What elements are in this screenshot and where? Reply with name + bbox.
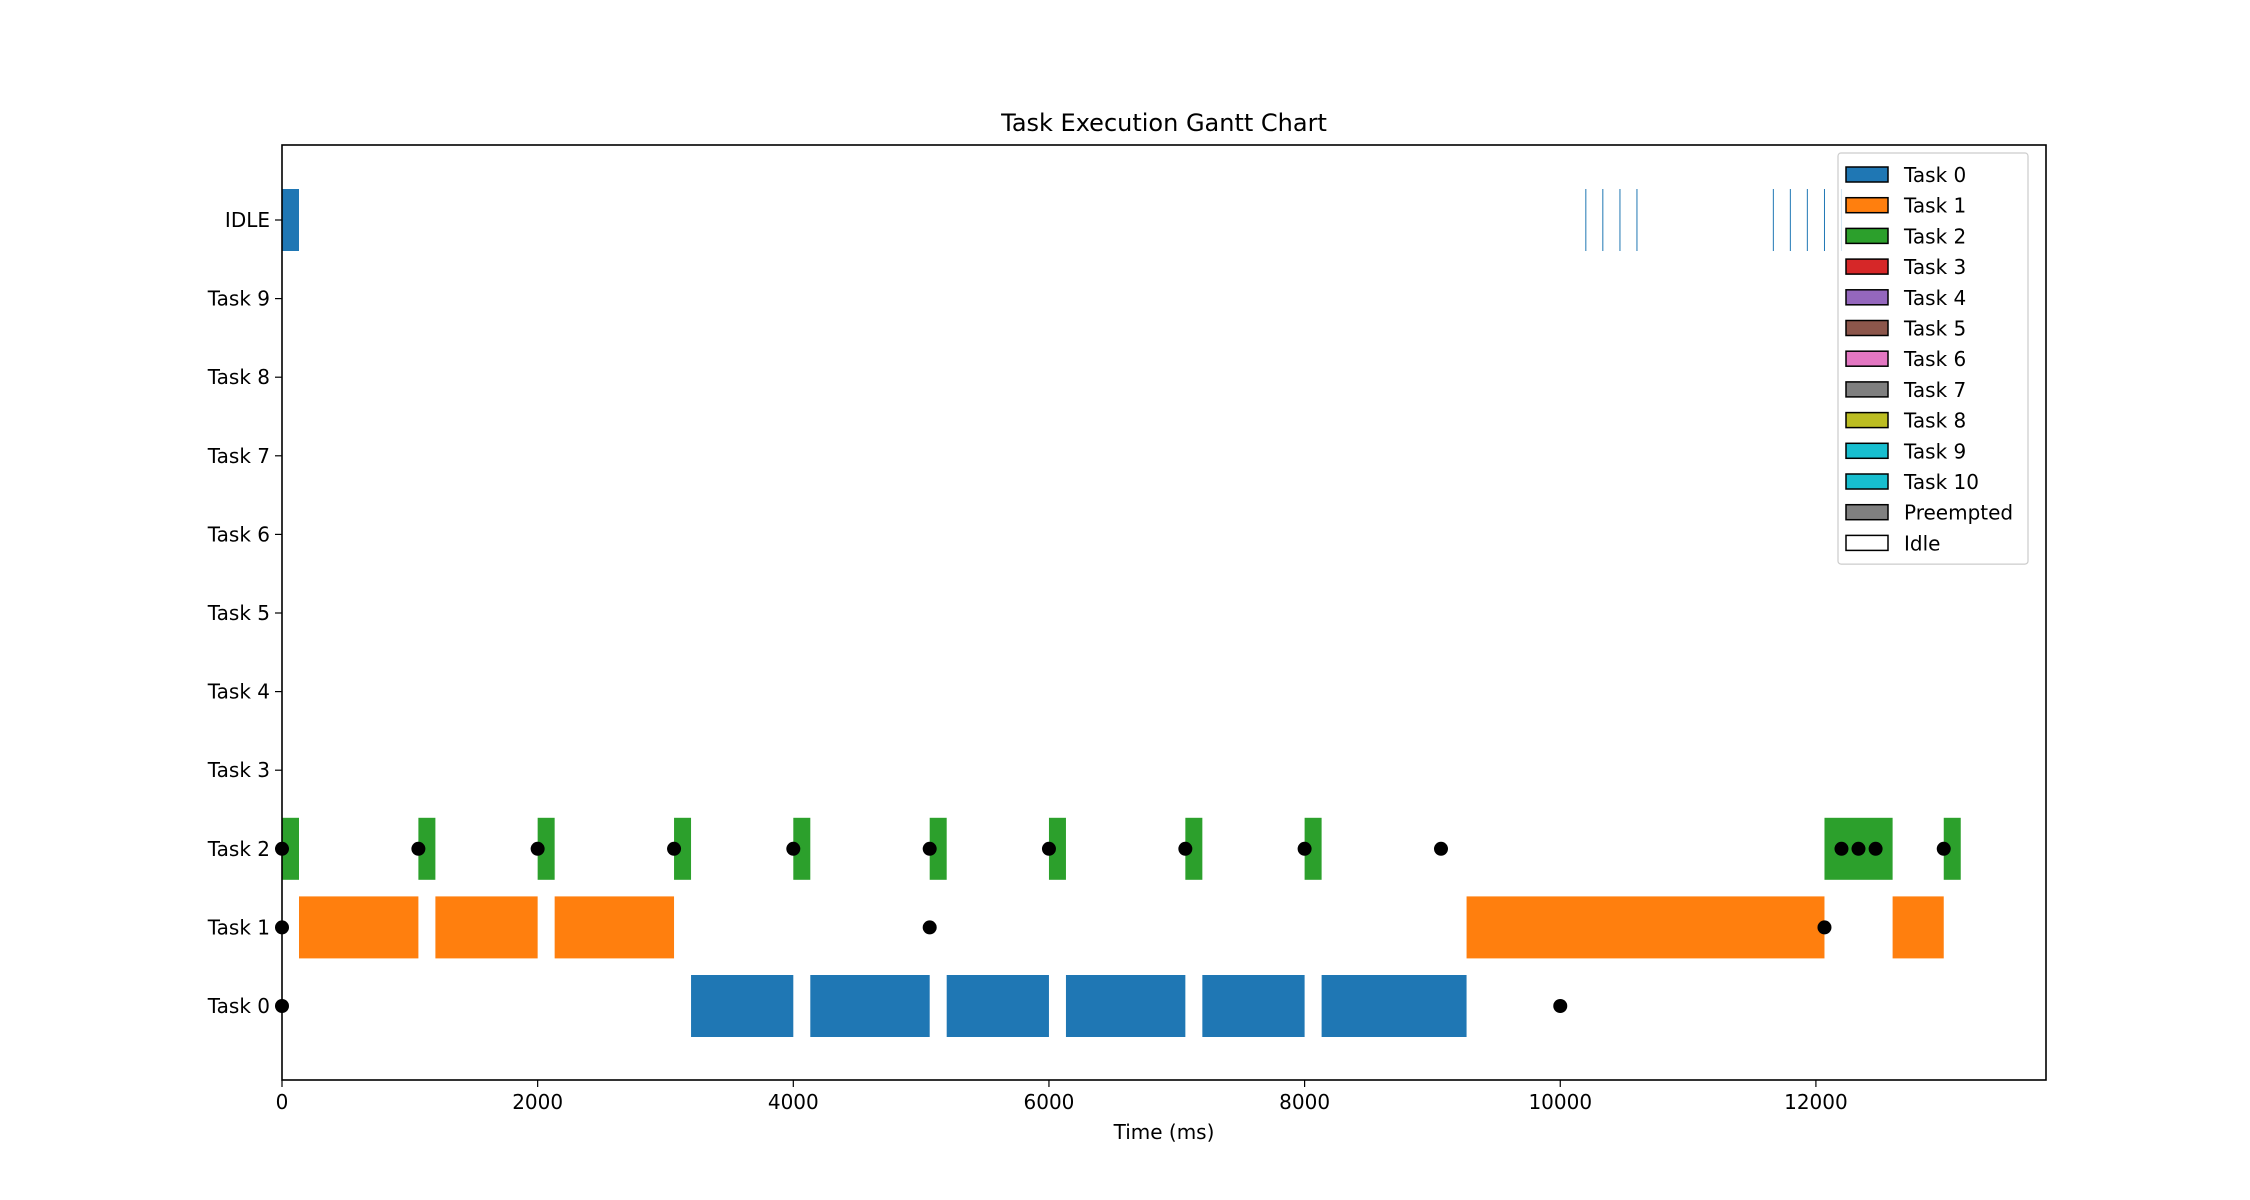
x-tick-label-2: 4000 <box>768 1090 819 1114</box>
gantt-bar-task-0-21 <box>1202 975 1305 1037</box>
gantt-bar-task-1-15 <box>1466 896 1825 959</box>
gantt-bar-task-2-5 <box>793 817 811 880</box>
arrival-point-13 <box>1936 841 1951 856</box>
gantt-bar-task-1-14 <box>554 896 675 959</box>
legend-swatch-11 <box>1845 503 1889 521</box>
chart-marks <box>282 189 1961 1037</box>
legend-label-6: Task 6 <box>1903 347 1966 371</box>
legend-label-4: Task 4 <box>1903 286 1966 310</box>
gantt-bar-task-2-4 <box>674 817 692 880</box>
y-tick-label-task-8: Task 8 <box>207 365 270 389</box>
gantt-bar-task-2-8 <box>1185 817 1203 880</box>
legend-label-10: Task 10 <box>1903 470 1979 494</box>
arrival-point-6 <box>1041 841 1056 856</box>
legend-label-1: Task 1 <box>1903 194 1966 218</box>
gantt-bar-task-0-20 <box>1065 975 1186 1037</box>
gantt-bar-task-1-12 <box>299 896 419 959</box>
y-tick-label-task-9: Task 9 <box>207 287 270 311</box>
x-tick-label-1: 2000 <box>512 1090 563 1114</box>
legend-swatch-2 <box>1845 227 1889 245</box>
legend-swatch-3 <box>1845 258 1889 275</box>
legend-label-12: Idle <box>1904 531 1940 555</box>
gantt-bar-task-0-22 <box>1321 975 1467 1037</box>
legend-swatch-9 <box>1845 442 1889 460</box>
gantt-bar-task-0-18 <box>810 975 930 1037</box>
legend-label-0: Task 0 <box>1903 163 1966 187</box>
arrival-point-10 <box>1834 841 1849 856</box>
legend-swatch-4 <box>1845 289 1889 306</box>
chart-title: Task Execution Gantt Chart <box>1000 109 1327 137</box>
legend-label-3: Task 3 <box>1903 255 1966 279</box>
x-axis: 0 2000 4000 6000 8000 10000 12000 <box>276 1080 1848 1114</box>
gantt-bar-task-2-3 <box>537 817 555 880</box>
arrival-point-11 <box>1851 841 1866 856</box>
y-tick-label-task-2: Task 2 <box>207 837 270 861</box>
arrival-point-2 <box>530 841 545 856</box>
legend-swatch-5 <box>1845 319 1889 337</box>
arrival-point-1 <box>411 841 426 856</box>
arrival-point-15 <box>922 920 937 935</box>
y-tick-label-task-6: Task 6 <box>207 522 270 546</box>
legend-label-11: Preempted <box>1904 501 2013 525</box>
gantt-bar-task-2-9 <box>1304 817 1322 880</box>
arrival-point-7 <box>1178 841 1193 856</box>
x-axis-label: Time (ms) <box>1113 1120 1215 1144</box>
legend-label-7: Task 7 <box>1903 378 1966 402</box>
gantt-bar-task-1-16 <box>1892 896 1944 959</box>
y-tick-label-task-1: Task 1 <box>207 915 270 939</box>
arrival-point-16 <box>1817 920 1832 935</box>
legend-swatch-1 <box>1845 196 1889 214</box>
legend-swatch-10 <box>1845 473 1889 490</box>
legend-label-9: Task 9 <box>1903 439 1966 463</box>
y-tick-label-idle: IDLE <box>225 208 270 232</box>
arrival-point-12 <box>1868 841 1883 856</box>
y-axis: Task 0 Task 1 Task 2 Task 3 Task 4 Task 5 Task… <box>207 208 282 1018</box>
gantt-bar-task-2-11 <box>1943 817 1961 880</box>
legend-label-8: Task 8 <box>1903 409 1966 433</box>
arrival-point-18 <box>1553 999 1568 1013</box>
gantt-bar-task-2-6 <box>929 817 947 880</box>
legend-box <box>1837 152 2029 565</box>
legend-label-2: Task 2 <box>1903 224 1966 248</box>
gantt-bar-task-0-17 <box>691 975 794 1037</box>
arrival-point-8 <box>1297 841 1312 856</box>
gantt-bar-task-1-13 <box>435 896 538 959</box>
x-tick-label-0: 0 <box>276 1090 289 1114</box>
gantt-bar-task-2-1 <box>282 817 300 880</box>
legend: Task 0 Task 1 Task 2 Task 3 Task 4 Task 5 Task… <box>1837 152 2029 565</box>
arrival-point-9 <box>1433 841 1448 856</box>
arrival-point-4 <box>786 841 801 856</box>
arrival-point-3 <box>667 841 682 856</box>
arrival-point-5 <box>922 841 937 856</box>
x-tick-label-4: 8000 <box>1279 1090 1330 1114</box>
gantt-bar-task-2-2 <box>418 817 436 880</box>
y-tick-label-task-5: Task 5 <box>207 601 270 625</box>
gantt-bar-task-0-19 <box>946 975 1049 1037</box>
gantt-bar-idle-0 <box>282 189 300 251</box>
legend-swatch-7 <box>1845 381 1889 398</box>
legend-swatch-12 <box>1845 534 1889 552</box>
legend-label-5: Task 5 <box>1903 317 1966 341</box>
legend-swatch-8 <box>1845 411 1889 429</box>
y-tick-label-task-3: Task 3 <box>207 758 270 782</box>
y-tick-label-task-7: Task 7 <box>207 444 270 468</box>
legend-swatch-0 <box>1845 166 1889 183</box>
x-tick-label-3: 6000 <box>1024 1090 1075 1114</box>
legend-swatch-6 <box>1845 350 1889 367</box>
x-tick-label-5: 10000 <box>1528 1090 1592 1114</box>
y-tick-label-task-0: Task 0 <box>207 994 270 1018</box>
x-tick-label-6: 12000 <box>1784 1090 1848 1114</box>
y-tick-label-task-4: Task 4 <box>207 680 270 704</box>
gantt-bar-task-2-7 <box>1048 817 1066 880</box>
